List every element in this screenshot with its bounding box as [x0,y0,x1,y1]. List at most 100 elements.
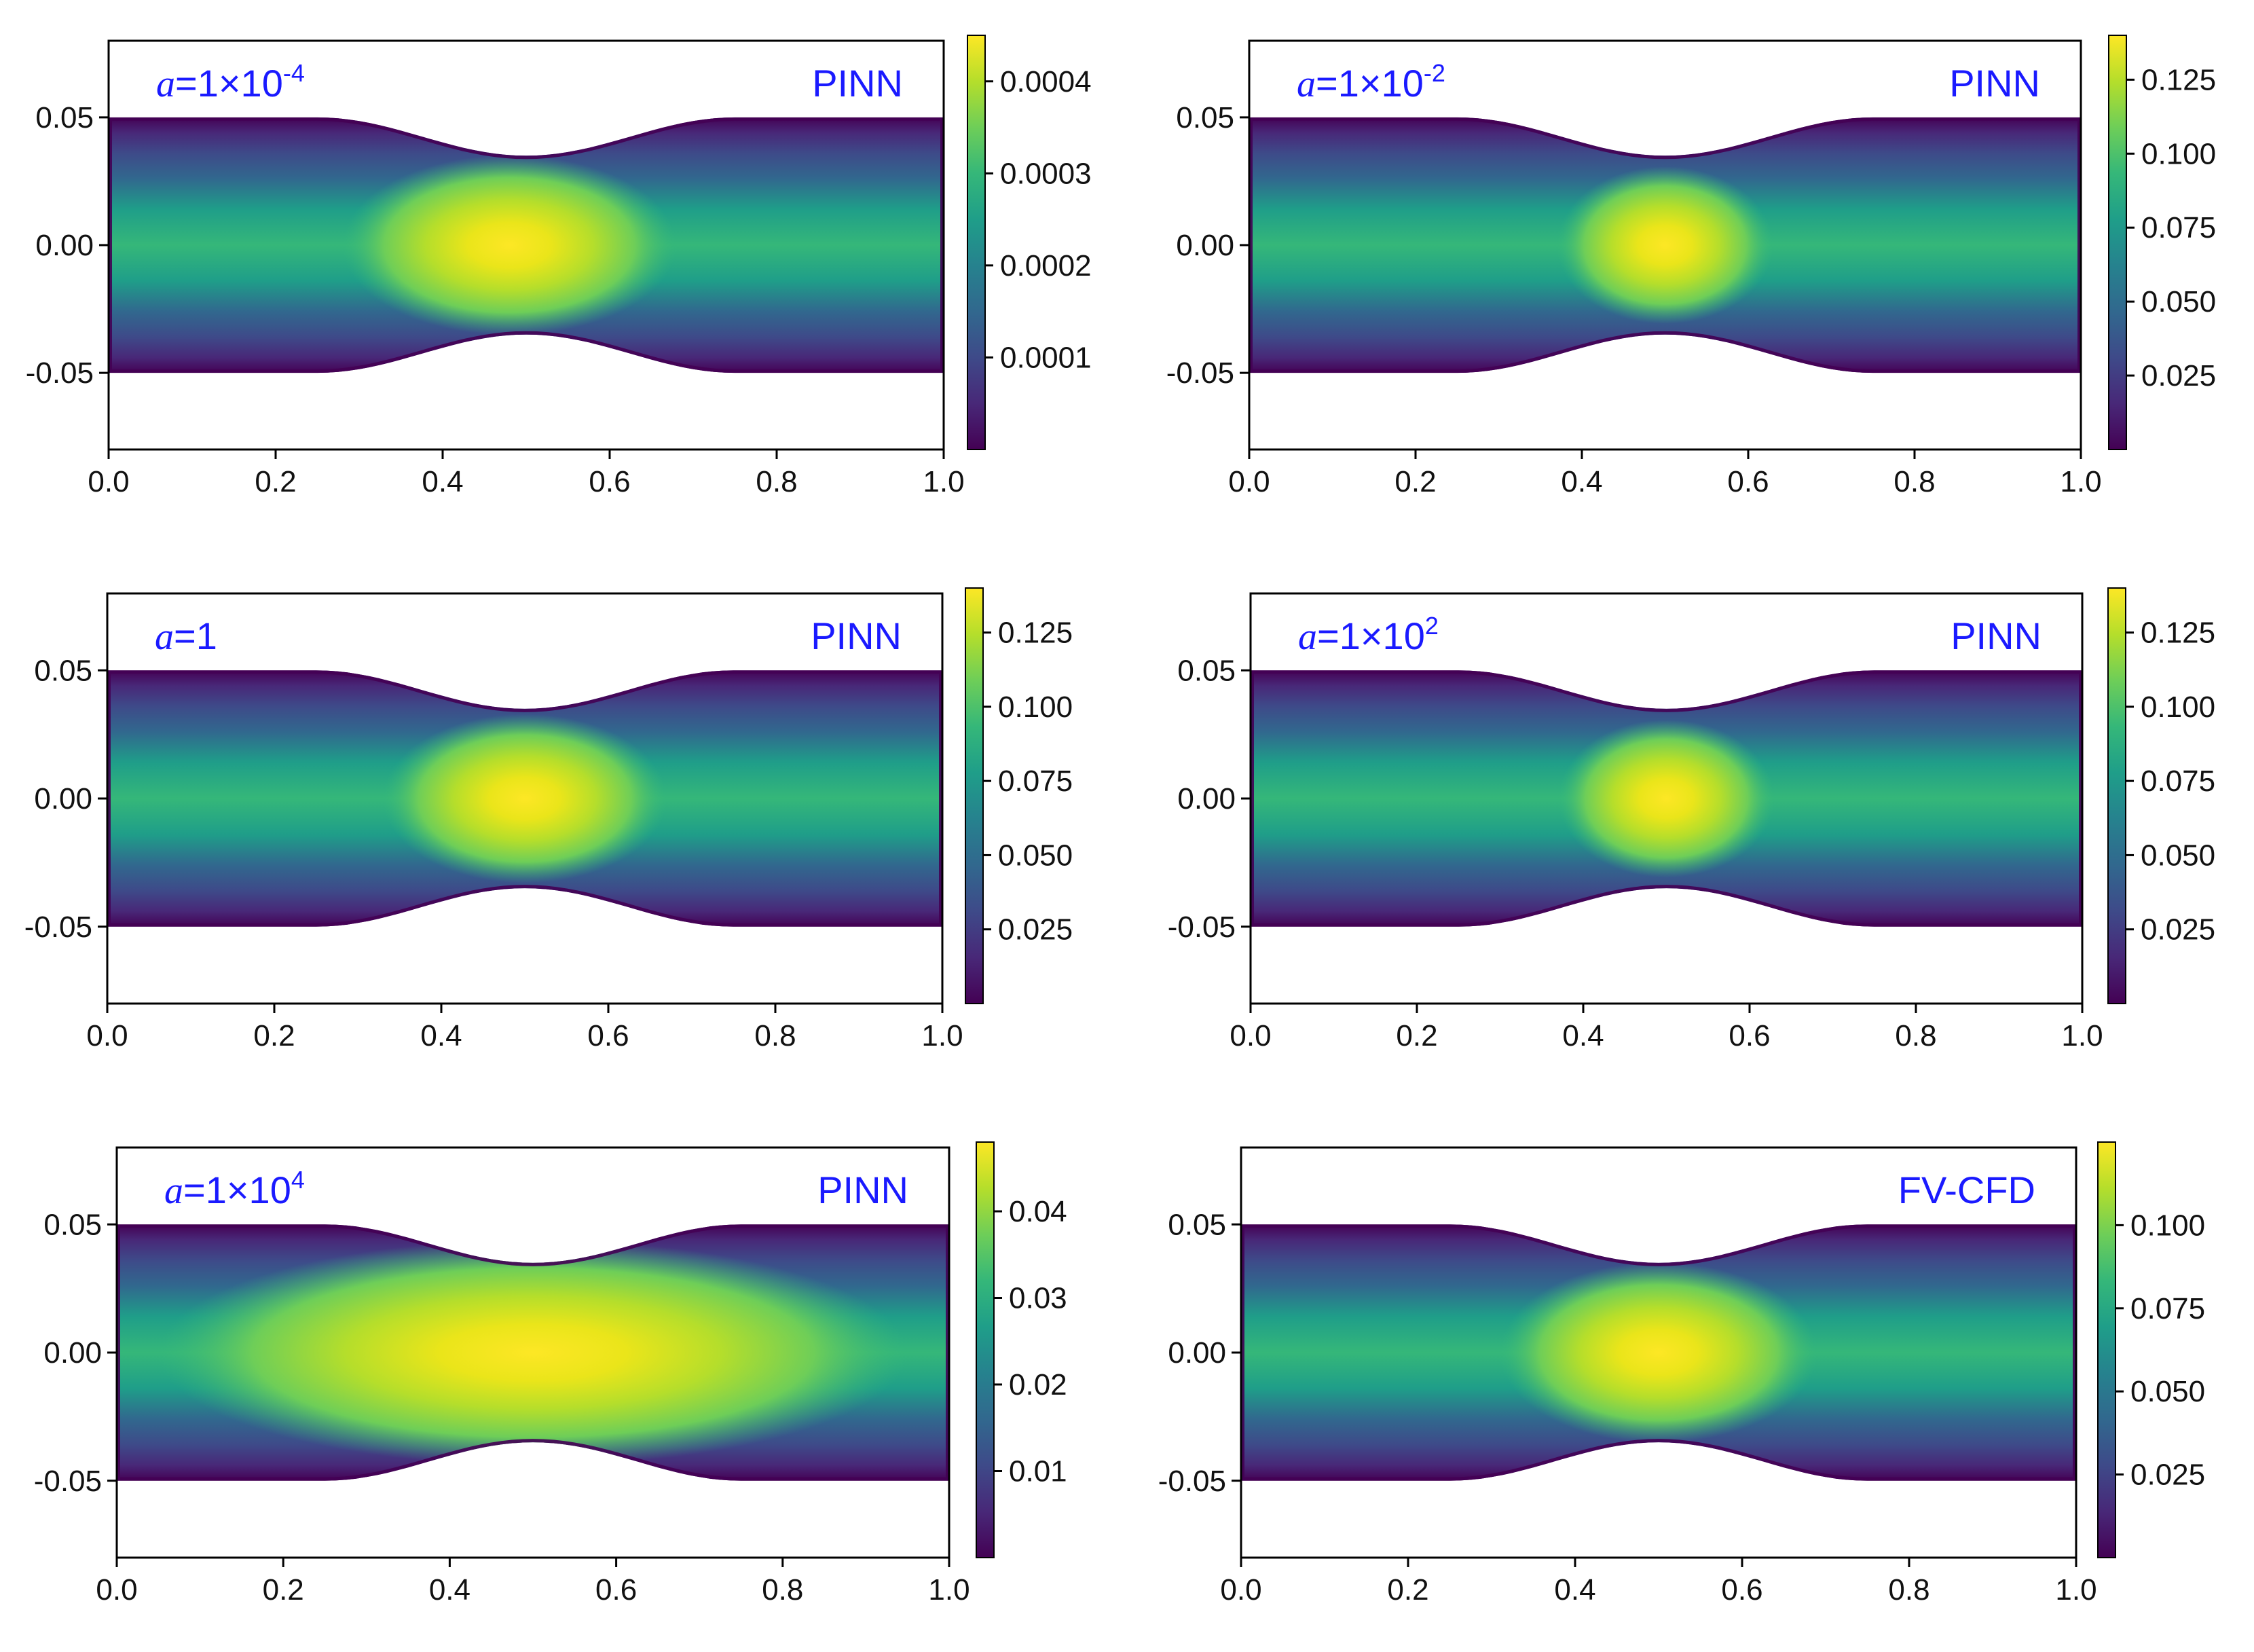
colorbar-tick-label: 0.025 [2141,359,2216,392]
x-tick-label: 1.0 [928,1573,969,1607]
panel-3: 0.0 0.2 0.4 0.6 0.8 1.0 0.05 0.00 -0.05 PINN a=1 0.… [24,587,1073,1052]
y-tick-label: -0.05 [1168,911,1236,944]
velocity-field [1251,670,2082,927]
x-tick-label: 0.8 [1895,1019,1936,1052]
x-tick-label: 0.6 [1721,1573,1762,1607]
x-tick-label: 0.4 [429,1573,470,1607]
colorbar-tick-label: 0.03 [1009,1282,1067,1315]
y-tick-label: -0.05 [1166,356,1234,390]
colorbar-tick-label: 0.100 [2141,137,2216,170]
colorbar-tick-label: 0.100 [2130,1209,2205,1242]
param-exponent: 2 [1425,612,1439,640]
panel-1: 0.0 0.2 0.4 0.6 0.8 1.0 0.05 0.00 -0.05 PINN a=1×1… [26,35,1092,498]
colorbar-tick-label: 0.125 [2141,617,2215,650]
param-label: a=1×10-4 [156,59,305,105]
colorbar-tick-label: 0.100 [998,691,1073,724]
param-symbol: a [155,616,174,658]
y-tick-label: 0.05 [35,101,94,134]
x-tick-label: 0.2 [1396,1019,1437,1052]
x-tick-label: 0.4 [420,1019,462,1052]
colorbar-tick-label: 0.0001 [1000,341,1092,374]
colorbar-tick-label: 0.050 [2141,839,2215,872]
x-tick-label: 0.8 [1893,465,1935,498]
param-value: =1×10 [175,62,283,105]
peak-region [158,1239,908,1466]
colorbar [2097,1141,2116,1558]
colorbar [967,35,986,450]
x-tick-label: 0.2 [263,1573,304,1607]
y-tick-label: 0.05 [1168,1208,1226,1241]
y-tick-label: 0.00 [1177,782,1236,815]
method-label: PINN [1949,62,2040,105]
param-exponent: -4 [283,59,305,87]
colorbar-tick-label: 0.0003 [1000,157,1092,190]
colorbar [965,587,984,1004]
x-tick-label: 0.0 [86,1019,128,1052]
panel-5: 0.0 0.2 0.4 0.6 0.8 1.0 0.05 0.00 -0.05 PINN a=1×1… [34,1141,1067,1607]
colorbar-tick-label: 0.125 [998,617,1073,650]
colorbar-tick-label: 0.050 [2141,285,2216,318]
colorbar [2108,35,2127,450]
wall-edge [107,670,942,927]
colorbar-tick-label: 0.04 [1009,1195,1067,1228]
y-tick-label: -0.05 [24,911,92,944]
colorbar-tick-label: 0.075 [2130,1292,2205,1325]
x-tick-label: 0.8 [754,1019,796,1052]
wall-edge [1249,117,2081,373]
x-tick-label: 1.0 [2061,1019,2103,1052]
colorbar [2107,587,2126,1004]
param-value: =1×10 [1317,614,1425,657]
x-tick-label: 0.0 [88,465,129,498]
x-tick-label: 0.2 [253,1019,295,1052]
param-exponent: -2 [1424,59,1445,87]
x-tick-label: 0.6 [589,465,630,498]
method-label: PINN [812,62,903,105]
panel-6: 0.0 0.2 0.4 0.6 0.8 1.0 0.05 0.00 -0.05 FV-CFD 0.1… [1158,1141,2205,1607]
panel-2: 0.0 0.2 0.4 0.6 0.8 1.0 0.05 0.00 -0.05 PINN a=1×1… [1166,35,2216,498]
x-tick-label: 0.4 [1554,1573,1595,1607]
peak-region [1557,166,1773,324]
colorbar-tick-label: 0.025 [2141,913,2215,947]
y-tick-label: 0.00 [1176,229,1234,262]
param-symbol: a [1297,63,1316,105]
param-label: a=1 [155,614,217,658]
velocity-field [109,117,944,373]
colorbar-tick-label: 0.125 [2141,63,2216,96]
colorbar-tick-label: 0.02 [1009,1368,1067,1401]
x-tick-label: 0.2 [1394,465,1436,498]
colorbar-tick-label: 0.01 [1009,1455,1067,1488]
method-label: FV-CFD [1898,1169,2035,1211]
param-symbol: a [156,63,175,105]
x-tick-label: 0.0 [1230,1019,1271,1052]
velocity-field [1249,117,2081,373]
x-tick-label: 0.6 [1729,1019,1770,1052]
colorbar-tick-label: 0.0004 [1000,65,1092,98]
method-label: PINN [817,1169,908,1211]
x-tick-label: 0.0 [1228,465,1270,498]
param-symbol: a [164,1170,183,1212]
peak-region [382,714,667,883]
y-tick-label: 0.05 [34,654,92,687]
param-value: =1×10 [1316,62,1424,105]
velocity-field [117,1224,949,1481]
x-tick-label: 0.6 [587,1019,629,1052]
x-tick-label: 0.2 [255,465,296,498]
colorbar-tick-label: 0.0002 [1000,249,1092,282]
param-value: =1×10 [183,1169,291,1211]
x-tick-label: 0.4 [1561,465,1602,498]
colorbar-tick-label: 0.025 [998,913,1073,947]
y-tick-label: -0.05 [34,1465,102,1498]
param-label: a=1×104 [164,1166,305,1212]
panel-4: 0.0 0.2 0.4 0.6 0.8 1.0 0.05 0.00 -0.05 PINN a=1×1… [1168,587,2215,1052]
x-tick-label: 1.0 [2060,465,2101,498]
x-tick-label: 1.0 [923,465,964,498]
velocity-field [1241,1224,2076,1481]
y-tick-label: 0.05 [1176,101,1234,134]
colorbar-tick-label: 0.075 [2141,211,2216,244]
colorbar [976,1141,995,1558]
y-tick-label: -0.05 [1158,1465,1226,1498]
velocity-field [107,670,942,927]
x-tick-label: 0.8 [756,465,797,498]
x-tick-label: 0.4 [1562,1019,1604,1052]
colorbar-tick-label: 0.075 [2141,765,2215,798]
